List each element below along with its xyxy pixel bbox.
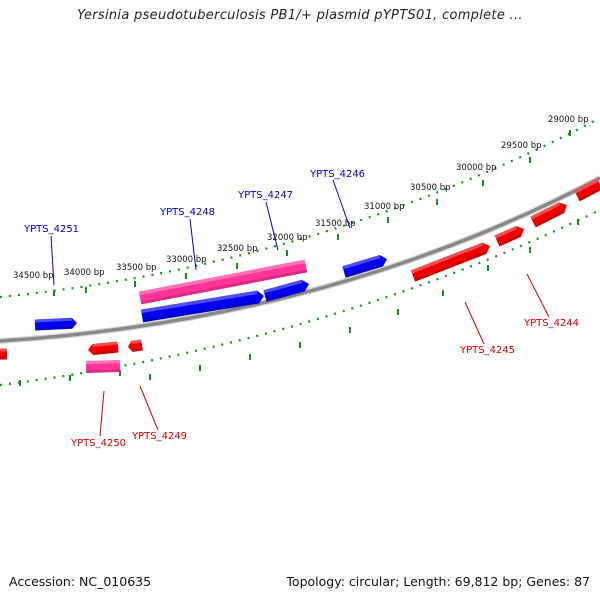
- tick-label-31500: 31500 bp: [315, 219, 356, 229]
- gene-arrow-red-b: [128, 339, 143, 352]
- tick-label-34500: 34500 bp: [13, 271, 54, 281]
- label-ypts-4249: YPTS_4249: [131, 431, 187, 442]
- map-title: Yersinia pseudotuberculosis PB1/+ plasmi…: [77, 8, 523, 23]
- tick-label-30500: 30500 bp: [410, 183, 451, 193]
- gene-features: [0, 178, 600, 373]
- tick-label-33500: 33500 bp: [116, 263, 157, 273]
- gene-arrow-red-edge: [574, 178, 600, 202]
- backbone-shadow: [0, 175, 600, 344]
- gene-arrow-ypts-4246: [342, 254, 387, 278]
- gene-arrow-pink-upper: [138, 259, 308, 305]
- tick-dots: [0, 117, 600, 299]
- topology-summary: Topology: circular; Length: 69,812 bp; G…: [286, 574, 590, 589]
- label-ypts-4247: YPTS_4247: [237, 190, 293, 201]
- tick-label-29500: 29500 bp: [501, 141, 542, 151]
- tick-label-31000: 31000 bp: [364, 202, 405, 212]
- gene-arrow-ypts-4247: [263, 279, 310, 302]
- gene-arrow-ypts-4251: [34, 317, 78, 331]
- gene-arrow-red-left: [0, 348, 7, 360]
- plasmid-backbone: [0, 175, 600, 344]
- label-ypts-4246: YPTS_4246: [309, 169, 365, 180]
- leader-ypts-4251: [50, 235, 55, 286]
- tick-label-30000: 30000 bp: [456, 163, 497, 173]
- label-ypts-4244: YPTS_4244: [523, 318, 579, 329]
- gene-arrow-ypts-4248: [140, 290, 265, 323]
- gene-arrow-ypts-4250: [85, 360, 121, 373]
- gene-arrow-ypts-4245: [410, 242, 490, 282]
- gene-labels: YPTS_4251 YPTS_4248 YPTS_4247 YPTS_4246 YPTS…: [23, 169, 579, 449]
- label-ypts-4250: YPTS_4250: [70, 438, 126, 449]
- leader-ypts-4245: [464, 301, 485, 345]
- tick-label-29000: 29000 bp: [548, 115, 589, 125]
- tick-label-32500: 32500 bp: [217, 244, 258, 254]
- tick-label-33000: 33000 bp: [166, 255, 207, 265]
- gene-arrow-red-a: [494, 225, 525, 247]
- tick-label-34000: 34000 bp: [64, 268, 105, 278]
- label-ypts-4248: YPTS_4248: [159, 207, 215, 218]
- label-leader-lines: [50, 179, 550, 437]
- label-ypts-4251: YPTS_4251: [23, 224, 79, 235]
- label-ypts-4245: YPTS_4245: [459, 345, 515, 356]
- accession-text: Accession: NC_010635: [9, 574, 152, 589]
- leader-ypts-4249: [139, 385, 159, 431]
- outer-tick-ring: [0, 117, 600, 299]
- leader-ypts-4250: [99, 390, 105, 437]
- leader-ypts-4246: [332, 179, 351, 229]
- leader-ypts-4248: [189, 218, 197, 271]
- leader-ypts-4247: [265, 201, 279, 251]
- backbone-arc: [0, 176, 600, 343]
- gene-arrow-ypts-4244: [530, 202, 568, 228]
- leader-ypts-4244: [526, 273, 550, 318]
- gene-arrow-ypts-4249: [88, 341, 119, 355]
- tick-label-32000: 32000 bp: [267, 233, 308, 243]
- tick-labels: 29000 bp 29500 bp 30000 bp 30500 bp 31000 bp…: [13, 115, 589, 281]
